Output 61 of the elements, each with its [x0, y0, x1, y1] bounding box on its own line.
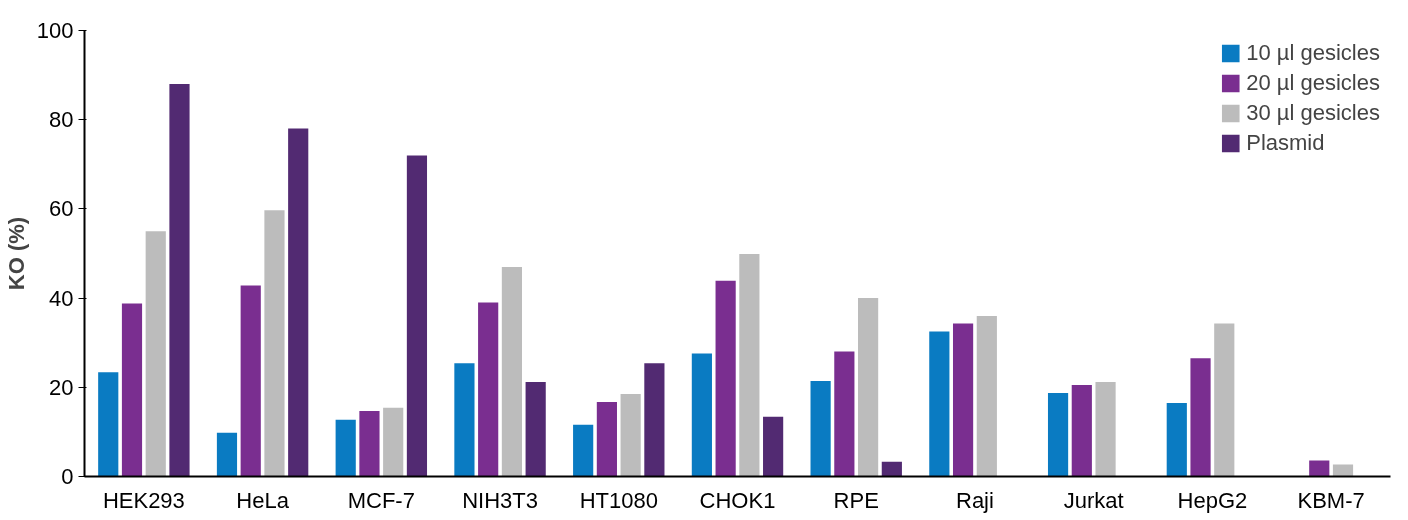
bar	[952, 323, 974, 477]
y-tick-label: 20	[49, 374, 74, 400]
bar	[501, 266, 523, 477]
bar	[240, 285, 261, 477]
bar	[288, 128, 309, 477]
bar	[1166, 402, 1187, 477]
bar	[454, 363, 475, 477]
y-tick-label: 40	[49, 285, 74, 311]
bar	[881, 461, 902, 477]
y-tick-label: 60	[49, 196, 74, 222]
x-tick-label: MCF-7	[347, 487, 415, 513]
bar	[620, 393, 641, 477]
legend-label: 10 µl gesicles	[1246, 40, 1380, 66]
bar	[834, 351, 855, 477]
bar	[335, 419, 356, 477]
bar	[976, 315, 997, 477]
bar	[383, 407, 404, 477]
bar	[691, 353, 712, 477]
bar	[1214, 323, 1235, 477]
y-tick-label: 100	[36, 18, 74, 43]
x-tick-label: HepG2	[1177, 487, 1248, 513]
bar	[715, 280, 736, 477]
x-tick-label: HeLa	[236, 487, 290, 513]
bar	[929, 331, 950, 477]
bar	[1095, 381, 1116, 477]
bar	[359, 410, 380, 477]
bar	[763, 416, 784, 477]
x-tick-label: Jurkat	[1063, 487, 1124, 513]
bar	[644, 363, 665, 477]
bar	[406, 155, 428, 477]
y-axis-title: KO (%)	[3, 216, 29, 291]
x-tick-label: CHOK1	[699, 487, 776, 513]
bar	[216, 432, 238, 477]
y-tick-label: 80	[49, 107, 74, 133]
x-tick-label: KBM-7	[1297, 487, 1365, 513]
bar	[98, 372, 119, 477]
bar	[1332, 464, 1354, 477]
bar	[145, 231, 166, 477]
bar	[525, 381, 546, 477]
bar	[1071, 385, 1092, 477]
x-tick-label: RPE	[833, 487, 879, 513]
x-tick-label: HEK293	[102, 487, 185, 513]
x-tick-label: Raji	[956, 487, 994, 513]
bar	[739, 253, 760, 477]
bar	[478, 302, 499, 477]
bar	[1309, 460, 1330, 477]
bar	[121, 303, 143, 477]
bar	[810, 381, 831, 477]
bar	[264, 210, 285, 477]
legend-label: 30 µl gesicles	[1246, 100, 1380, 126]
x-tick-label: NIH3T3	[462, 487, 538, 513]
bar	[573, 424, 594, 477]
legend-label: Plasmid	[1246, 130, 1325, 156]
bar	[858, 298, 879, 477]
bar	[1047, 393, 1069, 477]
legend-label: 20 µl gesicles	[1246, 70, 1380, 96]
y-tick-label: 0	[61, 464, 74, 489]
bar	[596, 402, 617, 477]
x-tick-label: HT1080	[579, 487, 658, 513]
bar	[169, 84, 190, 477]
bar	[1190, 358, 1211, 477]
